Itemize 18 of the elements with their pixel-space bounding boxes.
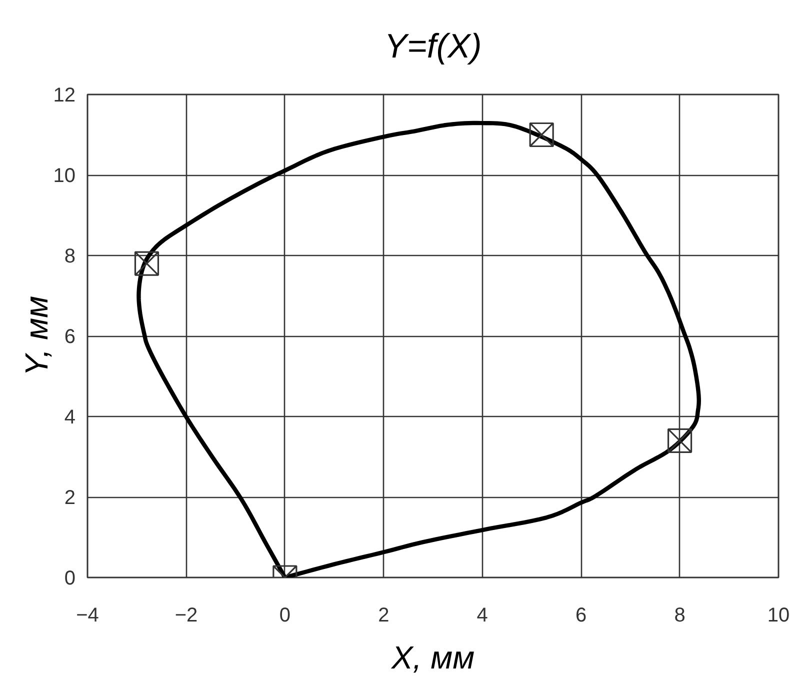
x-tick-label: 4 bbox=[476, 604, 488, 626]
x-tick-label: 2 bbox=[378, 604, 390, 626]
y-tick-label: 10 bbox=[53, 165, 76, 187]
y-tick-label: 12 bbox=[53, 84, 76, 106]
x-tick-label: −2 bbox=[174, 604, 198, 626]
y-axis-title: Y, мм bbox=[18, 296, 54, 376]
x-tick-label: 8 bbox=[674, 604, 686, 626]
y-tick-label: 4 bbox=[64, 406, 76, 428]
y-tick-label: 6 bbox=[64, 326, 76, 348]
x-tick-label: 0 bbox=[279, 604, 290, 626]
x-tick-label: 6 bbox=[576, 604, 587, 626]
y-tick-label: 2 bbox=[64, 487, 76, 509]
chart-title: Y=f(X) bbox=[384, 28, 482, 66]
y-tick-label: 8 bbox=[64, 246, 76, 268]
x-tick-label: −4 bbox=[76, 604, 99, 626]
y-tick-label: 0 bbox=[64, 568, 76, 590]
x-axis-title: X, мм bbox=[390, 640, 475, 676]
x-tick-label: 10 bbox=[767, 604, 790, 626]
